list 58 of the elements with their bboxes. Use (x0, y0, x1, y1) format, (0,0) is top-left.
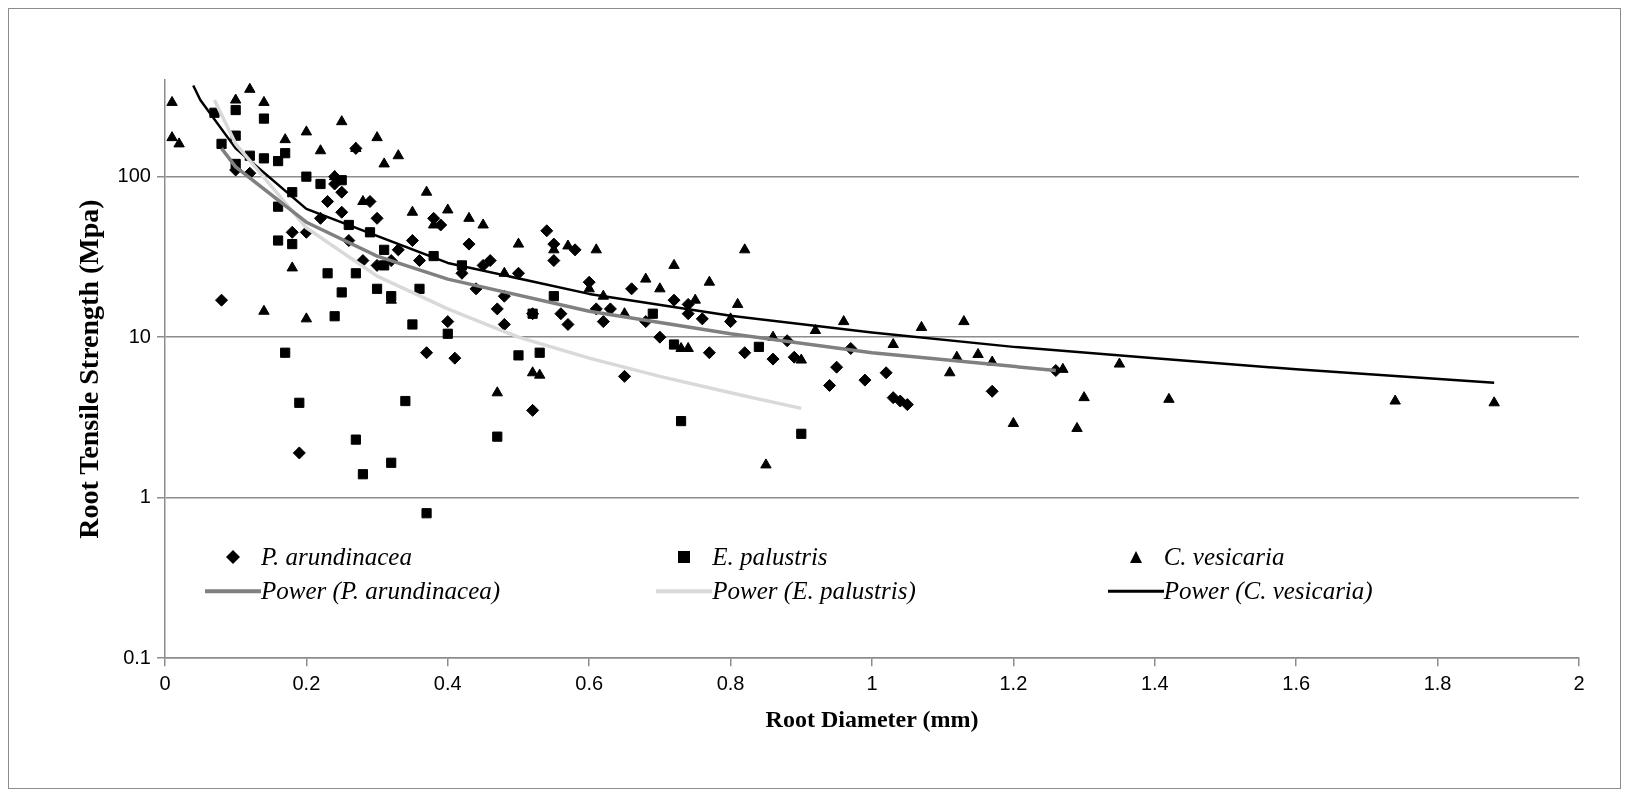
x-tick-label: 0.6 (575, 671, 604, 694)
legend-label: C. vesicaria (1163, 543, 1285, 572)
point (400, 395, 411, 407)
point (407, 319, 418, 330)
x-tick-label: 0.4 (433, 671, 462, 694)
point (386, 457, 397, 468)
point (350, 434, 361, 445)
point (216, 138, 227, 149)
point (273, 235, 284, 246)
point (301, 171, 312, 182)
y-tick-label: 0.1 (123, 645, 151, 668)
point (273, 155, 284, 167)
x-tick-label: 1.2 (999, 671, 1028, 694)
point (294, 397, 305, 408)
point (442, 328, 453, 339)
y-tick-label: 100 (117, 164, 151, 187)
x-tick-label: 2 (1573, 671, 1585, 694)
legend-label: P. arundinacea (260, 543, 412, 572)
point (287, 239, 298, 250)
legend-label: Power (C. vesicaria) (1163, 577, 1373, 606)
legend-label: E. palustris (712, 543, 828, 572)
point (329, 311, 340, 322)
point (548, 291, 559, 302)
point (350, 268, 361, 279)
x-tick-label: 0.2 (292, 671, 321, 694)
point (357, 469, 369, 480)
point (675, 416, 687, 427)
point (336, 287, 347, 298)
point (280, 148, 291, 159)
point (258, 153, 270, 164)
point (492, 431, 503, 442)
point (280, 347, 291, 358)
point (421, 508, 432, 519)
point (414, 283, 425, 294)
point (668, 339, 680, 350)
y-tick-label: 10 (128, 324, 151, 347)
point (371, 283, 383, 294)
x-tick-label: 0.8 (716, 671, 745, 694)
legend-label: Power (P. arundinacea) (260, 577, 501, 606)
y-tick-label: 1 (139, 485, 151, 508)
point (258, 113, 270, 124)
point (534, 347, 545, 358)
point (796, 428, 807, 439)
point (753, 341, 764, 352)
x-tick-label: 1 (866, 671, 878, 694)
y-axis-title: Root Tensile Strength (Mpa) (73, 199, 105, 539)
point (230, 104, 241, 116)
point (322, 268, 333, 279)
point (513, 350, 524, 361)
x-tick-label: 1.4 (1140, 671, 1169, 694)
x-tick-label: 1.8 (1423, 671, 1452, 694)
x-tick-label: 1.6 (1282, 671, 1311, 694)
x-axis-title: Root Diameter (mm) (765, 705, 979, 732)
point (647, 308, 658, 319)
x-tick-label: 0 (159, 671, 171, 694)
legend-label: Power (E. palustris) (712, 577, 916, 606)
point (315, 178, 326, 190)
point (379, 244, 390, 255)
